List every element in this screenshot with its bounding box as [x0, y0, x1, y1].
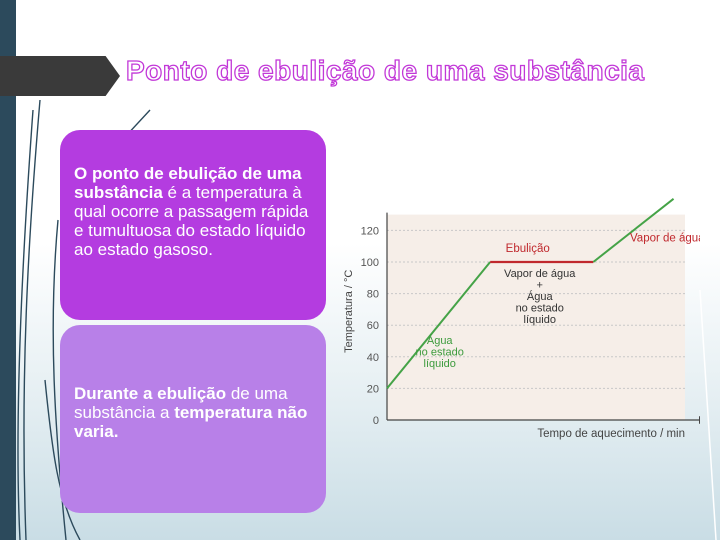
label-ebulicao: Ebulição — [506, 243, 550, 255]
label-plateau-line-5: líquido — [524, 314, 556, 326]
label-plateau-line-2: + — [537, 280, 543, 292]
y-tick-label-100: 100 — [361, 257, 379, 269]
y-axis-label: Temperatura / °C — [343, 270, 355, 353]
observation-part1: Durante a — [74, 384, 158, 403]
plot-area — [387, 214, 685, 420]
observation-part3: de uma substância a — [74, 384, 288, 422]
definition-lead: O ponto de ebulição de uma substância — [74, 164, 302, 202]
left-accent-band — [0, 0, 16, 540]
slide-title: Ponto de ebulição de uma substância — [125, 54, 645, 86]
observation-box: Durante a ebulição de uma substância a t… — [60, 325, 326, 513]
y-tick-label-0: 0 — [373, 415, 379, 427]
title-arrow-tab — [0, 56, 120, 96]
observation-part4: temperatura não varia. — [74, 403, 308, 441]
label-vapor-de-agua: Vapor de água — [630, 232, 700, 244]
curve-liquid-heating — [386, 261, 491, 390]
label-liquid-line-1: Água — [427, 334, 454, 347]
definition-box: O ponto de ebulição de uma substância é … — [60, 130, 326, 320]
heating-curve-chart: 0 20 40 60 80 100 120 Temperatura / °C Tempo de … — [343, 198, 700, 440]
x-axis-arrow — [699, 416, 700, 424]
definition-rest: é a temperatura à qual ocorre a passagem… — [74, 183, 309, 259]
label-plateau-line-1: Vapor de água — [504, 268, 576, 280]
x-axis-label: Tempo de aquecimento / min — [537, 428, 685, 440]
label-plateau-line-3: Água — [527, 290, 554, 303]
y-tick-label-20: 20 — [367, 383, 379, 395]
observation-part2: ebulição — [157, 384, 227, 403]
label-plateau-line-4: no estado — [516, 303, 564, 315]
y-tick-label-120: 120 — [361, 225, 379, 237]
label-liquid-line-2: no estado — [416, 347, 464, 359]
y-tick-label-40: 40 — [367, 352, 379, 364]
y-tick-label-60: 60 — [367, 320, 379, 332]
curve-vapor-heating — [592, 198, 675, 263]
y-tick-label-80: 80 — [367, 289, 379, 301]
label-liquid-line-3: líquido — [424, 358, 456, 370]
